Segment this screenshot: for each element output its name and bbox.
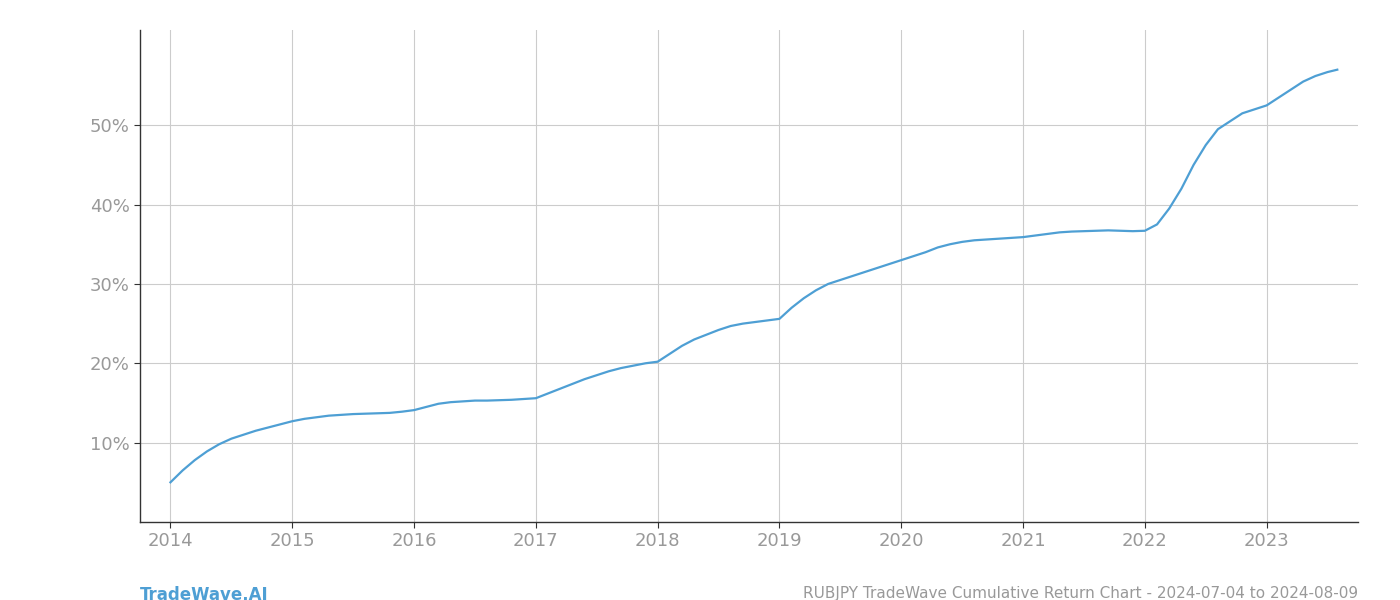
Text: RUBJPY TradeWave Cumulative Return Chart - 2024-07-04 to 2024-08-09: RUBJPY TradeWave Cumulative Return Chart… xyxy=(802,586,1358,600)
Text: TradeWave.AI: TradeWave.AI xyxy=(140,586,269,600)
